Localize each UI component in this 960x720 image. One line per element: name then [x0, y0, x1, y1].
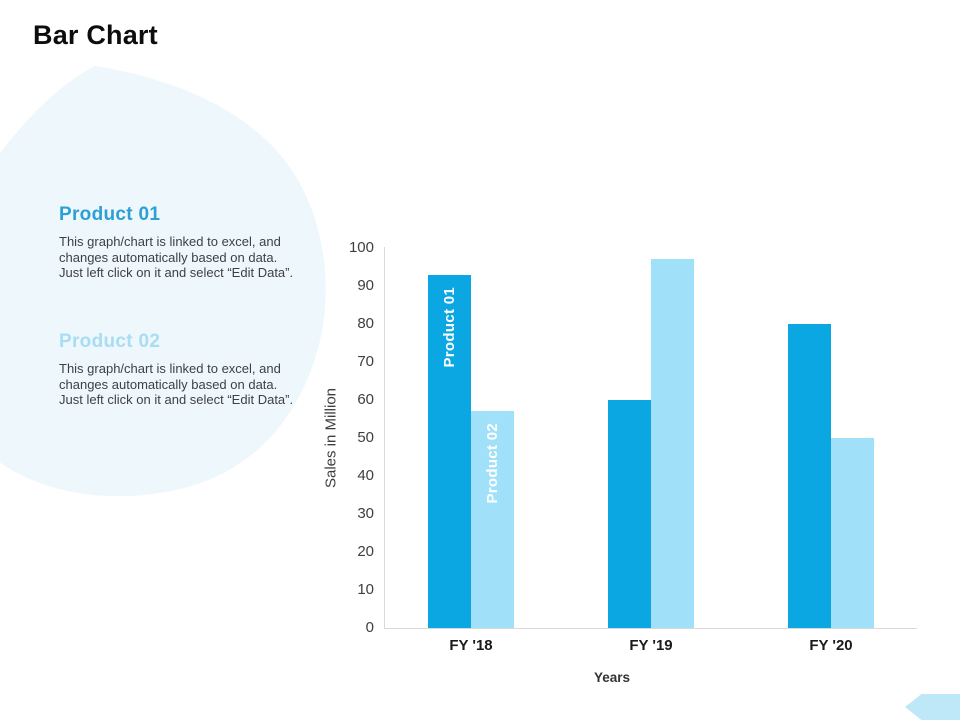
- bar-product-01-fy-19: [608, 400, 651, 628]
- y-tick-label-80: 80: [357, 315, 374, 332]
- bar-product-01-fy-20: [788, 324, 831, 628]
- bar-product-02-fy-19: [651, 259, 694, 628]
- y-tick-label-40: 40: [357, 467, 374, 484]
- y-axis-spine: [384, 247, 385, 628]
- y-tick-label-100: 100: [348, 239, 374, 256]
- info-block-product-02: Product 02 This graph/chart is linked to…: [59, 331, 301, 408]
- product-02-description: This graph/chart is linked to excel, and…: [59, 361, 294, 408]
- x-category-label-fy-20: FY '20: [809, 637, 853, 654]
- bar-product-01-fy-18: [428, 274, 471, 628]
- product-01-description: This graph/chart is linked to excel, and…: [59, 234, 294, 281]
- y-tick-label-30: 30: [357, 505, 374, 522]
- x-category-label-fy-19: FY '19: [629, 637, 673, 654]
- y-tick-label-50: 50: [357, 429, 374, 446]
- x-category-label-fy-18: FY '18: [449, 637, 493, 654]
- corner-arrow-decoration: [905, 694, 960, 720]
- slide-title: Bar Chart: [33, 20, 158, 50]
- x-axis-spine: [384, 628, 917, 629]
- bar-series-label-box-product-02: Product 02: [471, 423, 514, 603]
- y-tick-label-60: 60: [357, 391, 374, 408]
- blob-shape: [0, 66, 326, 497]
- y-tick-label-70: 70: [357, 353, 374, 370]
- y-tick-label-90: 90: [357, 277, 374, 294]
- y-tick-label-20: 20: [357, 543, 374, 560]
- x-axis-title: Years: [593, 670, 631, 685]
- bar-series-label-product-01: Product 01: [441, 286, 458, 368]
- product-02-heading: Product 02: [59, 331, 161, 352]
- y-tick-label-0: 0: [365, 619, 374, 636]
- bar-product-02-fy-18: [471, 411, 514, 628]
- bar-series-label-product-02: Product 02: [484, 423, 501, 504]
- bar-series-label-box-product-01: Product 01: [428, 287, 471, 467]
- info-block-product-01: Product 01 This graph/chart is linked to…: [59, 204, 301, 281]
- y-tick-label-10: 10: [357, 581, 374, 598]
- bar-product-02-fy-20: [831, 438, 874, 628]
- product-01-heading: Product 01: [59, 204, 161, 225]
